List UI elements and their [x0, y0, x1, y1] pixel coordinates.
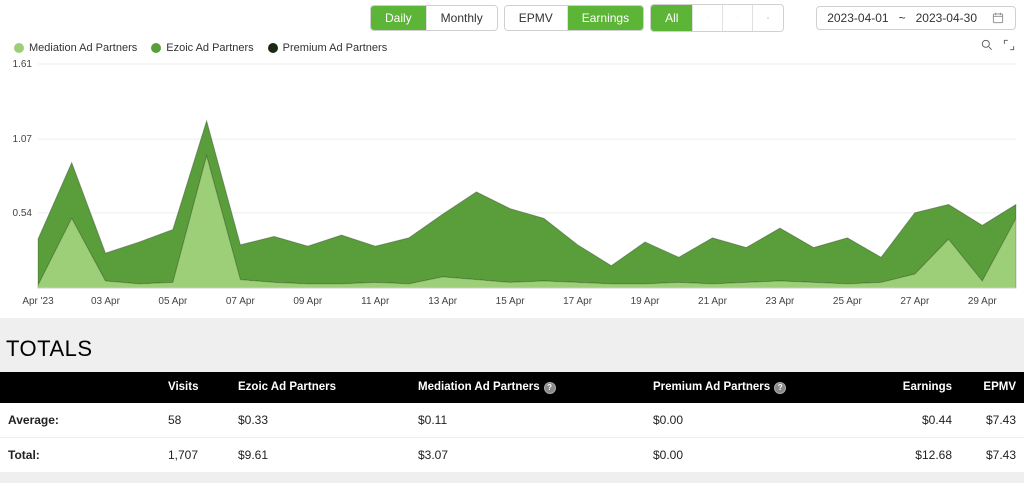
metric-toggle: EPMV Earnings — [504, 5, 644, 31]
col-epmv-header: EPMV — [960, 372, 1024, 403]
svg-text:21 Apr: 21 Apr — [698, 296, 728, 307]
legend-label: Premium Ad Partners — [283, 42, 388, 54]
col-ezoic-header: Ezoic Ad Partners — [230, 372, 410, 403]
cell-med: $0.11 — [410, 403, 645, 438]
daily-button[interactable]: Daily — [371, 6, 427, 30]
phone-icon — [707, 11, 708, 25]
legend-label: Ezoic Ad Partners — [166, 42, 253, 54]
svg-text:Apr '23: Apr '23 — [22, 296, 54, 307]
col-med-header: Mediation Ad Partners? — [410, 372, 645, 403]
svg-text:0.54: 0.54 — [13, 208, 33, 219]
top-toolbar: Daily Monthly EPMV Earnings All 2023-04-… — [0, 0, 1024, 36]
filter-toggle: All — [650, 4, 784, 32]
chart-legend: Mediation Ad Partners Ezoic Ad Partners Pr… — [0, 36, 401, 56]
col-earn-header: Earnings — [860, 372, 960, 403]
all-button[interactable]: All — [651, 5, 693, 31]
cell-med: $3.07 — [410, 437, 645, 472]
svg-text:25 Apr: 25 Apr — [833, 296, 863, 307]
legend-swatch — [268, 43, 278, 53]
tablet-icon — [737, 11, 738, 25]
device-desktop-button[interactable] — [753, 5, 783, 31]
cell-epmv: $7.43 — [960, 437, 1024, 472]
svg-text:07 Apr: 07 Apr — [226, 296, 256, 307]
svg-text:1.07: 1.07 — [13, 134, 33, 145]
device-tablet-button[interactable] — [723, 5, 753, 31]
cell-visits: 1,707 — [160, 437, 230, 472]
cell-epmv: $7.43 — [960, 403, 1024, 438]
svg-text:17 Apr: 17 Apr — [563, 296, 593, 307]
svg-text:11 Apr: 11 Apr — [361, 296, 390, 307]
totals-table: VisitsEzoic Ad PartnersMediation Ad Part… — [0, 372, 1024, 473]
svg-text:13 Apr: 13 Apr — [428, 296, 458, 307]
table-row: Total:1,707$9.61$3.07$0.00$12.68$7.43 — [0, 437, 1024, 472]
date-sep: ~ — [899, 11, 906, 25]
table-row: Average:58$0.33$0.11$0.00$0.44$7.43 — [0, 403, 1024, 438]
cell-prem: $0.00 — [645, 403, 860, 438]
col-label-header — [0, 372, 160, 403]
device-phone-button[interactable] — [693, 5, 723, 31]
cell-earn: $0.44 — [860, 403, 960, 438]
desktop-icon — [767, 11, 769, 25]
svg-text:05 Apr: 05 Apr — [158, 296, 188, 307]
totals-section: TOTALS VisitsEzoic Ad PartnersMediation … — [0, 318, 1024, 483]
legend-label: Mediation Ad Partners — [29, 42, 137, 54]
col-prem-header: Premium Ad Partners? — [645, 372, 860, 403]
svg-text:19 Apr: 19 Apr — [631, 296, 661, 307]
svg-text:1.61: 1.61 — [13, 59, 33, 70]
cell-ezoic: $0.33 — [230, 403, 410, 438]
legend-swatch — [14, 43, 24, 53]
legend-item[interactable]: Mediation Ad Partners — [14, 42, 137, 54]
svg-text:23 Apr: 23 Apr — [765, 296, 795, 307]
cell-visits: 58 — [160, 403, 230, 438]
monthly-button[interactable]: Monthly — [427, 6, 497, 30]
legend-item[interactable]: Premium Ad Partners — [268, 42, 388, 54]
svg-text:27 Apr: 27 Apr — [900, 296, 930, 307]
earnings-chart: 0.54 1.07 1.61 Apr '23 03 Apr 05 Apr 07 Apr 09 … — [0, 56, 1024, 318]
earnings-button[interactable]: Earnings — [568, 6, 643, 30]
legend-swatch — [151, 43, 161, 53]
col-visits-header: Visits — [160, 372, 230, 403]
date-range-picker[interactable]: 2023-04-01 ~ 2023-04-30 — [816, 6, 1016, 30]
svg-text:15 Apr: 15 Apr — [496, 296, 526, 307]
date-end: 2023-04-30 — [916, 11, 977, 25]
date-start: 2023-04-01 — [827, 11, 888, 25]
epmv-button[interactable]: EPMV — [505, 6, 568, 30]
svg-text:09 Apr: 09 Apr — [293, 296, 323, 307]
granularity-toggle: Daily Monthly — [370, 5, 498, 31]
svg-text:29 Apr: 29 Apr — [968, 296, 998, 307]
zoom-icon[interactable] — [980, 38, 994, 52]
cell-ezoic: $9.61 — [230, 437, 410, 472]
calendar-icon — [991, 11, 1005, 25]
help-icon[interactable]: ? — [544, 382, 556, 394]
legend-item[interactable]: Ezoic Ad Partners — [151, 42, 253, 54]
help-icon[interactable]: ? — [774, 382, 786, 394]
cell-earn: $12.68 — [860, 437, 960, 472]
svg-text:03 Apr: 03 Apr — [91, 296, 121, 307]
expand-icon[interactable] — [1002, 38, 1016, 52]
totals-heading: TOTALS — [0, 336, 1024, 372]
cell-prem: $0.00 — [645, 437, 860, 472]
cell-label: Average: — [0, 403, 160, 438]
cell-label: Total: — [0, 437, 160, 472]
